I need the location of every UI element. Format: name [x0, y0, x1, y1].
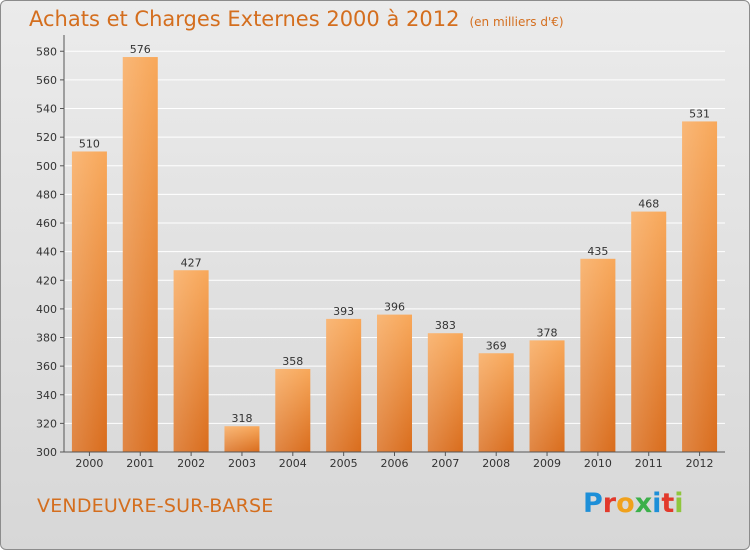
x-tick-label: 2012: [686, 457, 714, 470]
y-tick-label: 540: [36, 103, 57, 116]
data-label: 468: [638, 198, 659, 211]
data-label: 576: [130, 43, 151, 56]
x-axis: 2000 2001 2002 2003 2004 2005 2006 2007 2008 2009…: [64, 451, 725, 470]
bars: 510 576 427 318 358 393 396 383 369 378 435 468 531: [71, 43, 718, 453]
logo-letter: r: [602, 488, 617, 519]
x-tick-label: 2006: [381, 457, 409, 470]
y-tick-label: 440: [36, 246, 57, 259]
x-tick-label: 2001: [126, 457, 154, 470]
logo-letter: x: [634, 488, 653, 519]
data-label: 369: [486, 339, 507, 352]
chart-title-text: Achats et Charges Externes 2000 à 2012: [29, 7, 460, 31]
y-tick-label: 560: [36, 74, 57, 87]
bar-shine: [427, 333, 463, 452]
bar-shine: [275, 369, 311, 452]
y-tick-label: 340: [36, 389, 57, 402]
bar-shine: [122, 57, 158, 452]
data-label: 393: [333, 305, 354, 318]
y-tick-label: 380: [36, 332, 57, 345]
bar-shine: [478, 353, 514, 452]
y-tick-label: 320: [36, 417, 57, 430]
bar-shine: [529, 340, 565, 452]
x-tick-label: 2009: [533, 457, 561, 470]
x-tick-label: 2003: [228, 457, 256, 470]
x-tick-label: 2005: [330, 457, 358, 470]
x-tick-label: 2011: [635, 457, 663, 470]
data-label: 396: [384, 301, 405, 314]
proxiti-logo: Proxiti: [583, 488, 684, 519]
logo-letter: o: [616, 488, 635, 519]
x-tick-label: 2008: [482, 457, 510, 470]
bar-shine: [224, 426, 260, 452]
y-axis: 300 320 340 360 380 400 420 440 460 480 500 520 540 5…: [36, 35, 65, 459]
bar-shine: [71, 151, 107, 452]
x-tick-label: 2000: [75, 457, 103, 470]
bar-shine: [377, 314, 412, 452]
data-label: 510: [79, 137, 100, 150]
logo-letter: t: [661, 488, 675, 519]
bar-shine: [173, 270, 209, 452]
chart-unit: (en milliers d'€): [469, 15, 564, 29]
bar-shine: [682, 121, 718, 453]
data-label: 383: [435, 319, 456, 332]
chart-title: Achats et Charges Externes 2000 à 2012 (e…: [29, 7, 564, 31]
x-tick-label: 2002: [177, 457, 205, 470]
data-label: 531: [689, 107, 710, 120]
x-tick-label: 2010: [584, 457, 612, 470]
y-tick-label: 480: [36, 188, 57, 201]
data-label: 427: [181, 256, 202, 269]
y-tick-label: 300: [36, 446, 57, 459]
logo-letter: P: [583, 488, 603, 519]
bar-shine: [326, 318, 362, 452]
y-tick-label: 520: [36, 131, 57, 144]
y-tick-label: 360: [36, 360, 57, 373]
logo-letter: i: [674, 488, 684, 519]
y-tick-label: 460: [36, 217, 57, 230]
logo-letter: i: [652, 488, 662, 519]
y-tick-label: 500: [36, 160, 57, 173]
data-label: 318: [231, 412, 252, 425]
bar-shine: [631, 211, 667, 452]
data-label: 435: [587, 245, 608, 258]
y-tick-label: 580: [36, 45, 57, 58]
commune-name: VENDEUVRE-SUR-BARSE: [37, 495, 274, 517]
data-label: 358: [282, 355, 303, 368]
y-tick-label: 400: [36, 303, 57, 316]
y-tick-label: 420: [36, 274, 57, 287]
x-tick-label: 2004: [279, 457, 307, 470]
bar-shine: [580, 258, 616, 452]
data-label: 378: [537, 326, 558, 339]
x-tick-label: 2007: [431, 457, 459, 470]
